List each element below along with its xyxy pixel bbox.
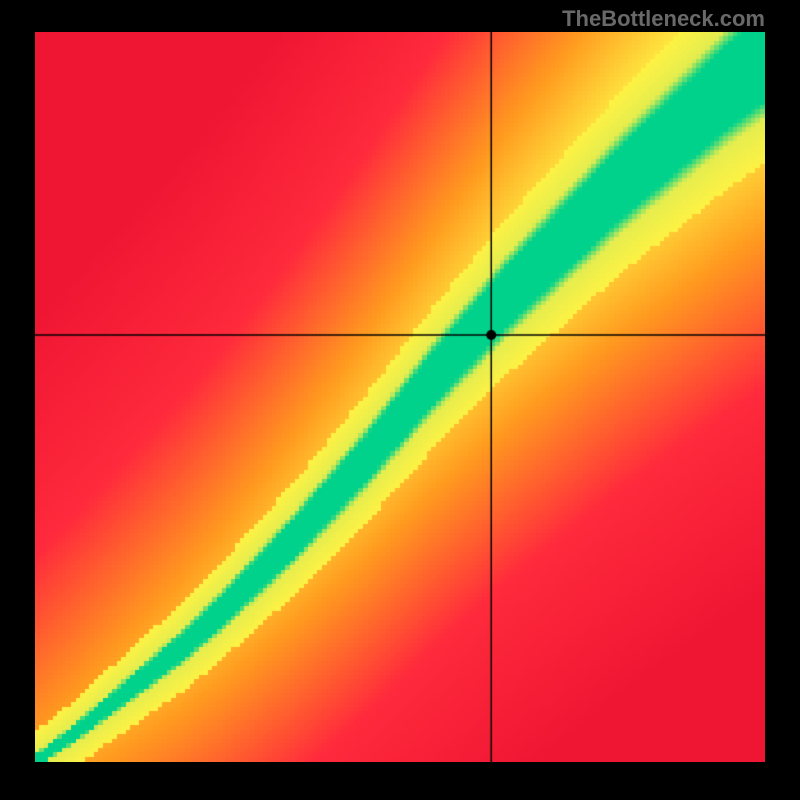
chart-container: TheBottleneck.com bbox=[0, 0, 800, 800]
watermark-text: TheBottleneck.com bbox=[562, 6, 765, 32]
bottleneck-heatmap bbox=[35, 32, 765, 762]
